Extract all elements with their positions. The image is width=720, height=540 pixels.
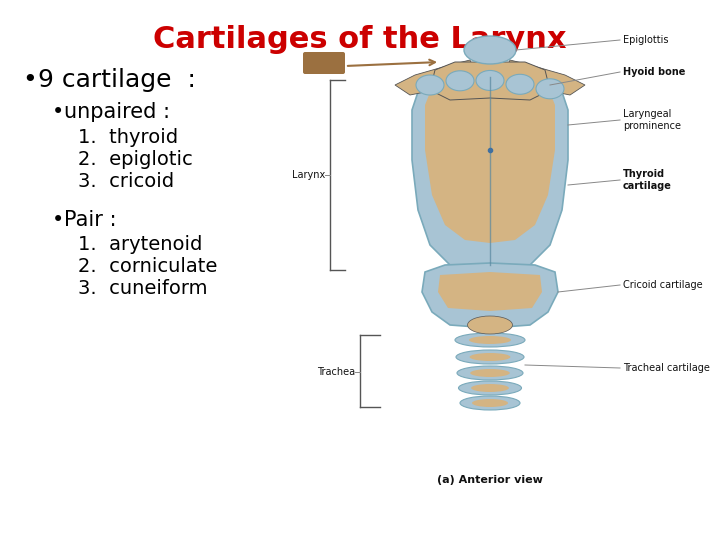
Text: Trachea: Trachea <box>317 367 355 377</box>
Ellipse shape <box>464 36 516 64</box>
Polygon shape <box>412 74 568 270</box>
Text: 3.  cuneiform: 3. cuneiform <box>78 279 207 298</box>
Polygon shape <box>505 60 585 95</box>
Text: Tracheal cartilage: Tracheal cartilage <box>623 363 710 373</box>
Ellipse shape <box>536 79 564 99</box>
Ellipse shape <box>460 396 520 410</box>
Ellipse shape <box>457 366 523 380</box>
Text: Larynx: Larynx <box>292 170 325 180</box>
Ellipse shape <box>446 71 474 91</box>
Polygon shape <box>430 62 550 100</box>
Ellipse shape <box>459 381 521 395</box>
Polygon shape <box>438 272 542 311</box>
Ellipse shape <box>469 336 511 344</box>
Ellipse shape <box>456 350 524 364</box>
Text: unpaired :: unpaired : <box>64 102 170 122</box>
Text: 1.  arytenoid: 1. arytenoid <box>78 235 202 254</box>
Text: Cricoid cartilage: Cricoid cartilage <box>623 280 703 290</box>
Text: Hyoid bone: Hyoid bone <box>623 67 685 77</box>
Ellipse shape <box>467 316 513 334</box>
Ellipse shape <box>469 353 510 361</box>
Text: 9 cartilage  :: 9 cartilage : <box>38 68 196 92</box>
Text: Cartilages of the Larynx: Cartilages of the Larynx <box>153 25 567 54</box>
Polygon shape <box>425 73 555 243</box>
Text: Epiglottis: Epiglottis <box>623 35 668 45</box>
Ellipse shape <box>416 75 444 95</box>
Polygon shape <box>422 263 558 328</box>
Text: 1.  thyroid: 1. thyroid <box>78 128 178 147</box>
Ellipse shape <box>455 333 525 347</box>
Ellipse shape <box>506 75 534 94</box>
Ellipse shape <box>472 399 508 407</box>
Text: 3.  cricoid: 3. cricoid <box>78 172 174 191</box>
Text: •: • <box>52 102 64 122</box>
FancyBboxPatch shape <box>303 52 345 74</box>
Ellipse shape <box>476 70 504 91</box>
Ellipse shape <box>471 384 509 392</box>
Ellipse shape <box>470 369 510 377</box>
Text: Pair :: Pair : <box>64 210 117 230</box>
Text: Laryngeal
prominence: Laryngeal prominence <box>623 109 681 131</box>
Polygon shape <box>395 60 475 95</box>
Text: •: • <box>52 210 64 230</box>
Text: (a) Anterior view: (a) Anterior view <box>437 475 543 485</box>
Text: 2.  corniculate: 2. corniculate <box>78 257 217 276</box>
Text: •: • <box>22 68 37 92</box>
Text: 2.  epiglotic: 2. epiglotic <box>78 150 193 169</box>
Text: Thyroid
cartilage: Thyroid cartilage <box>623 169 672 191</box>
